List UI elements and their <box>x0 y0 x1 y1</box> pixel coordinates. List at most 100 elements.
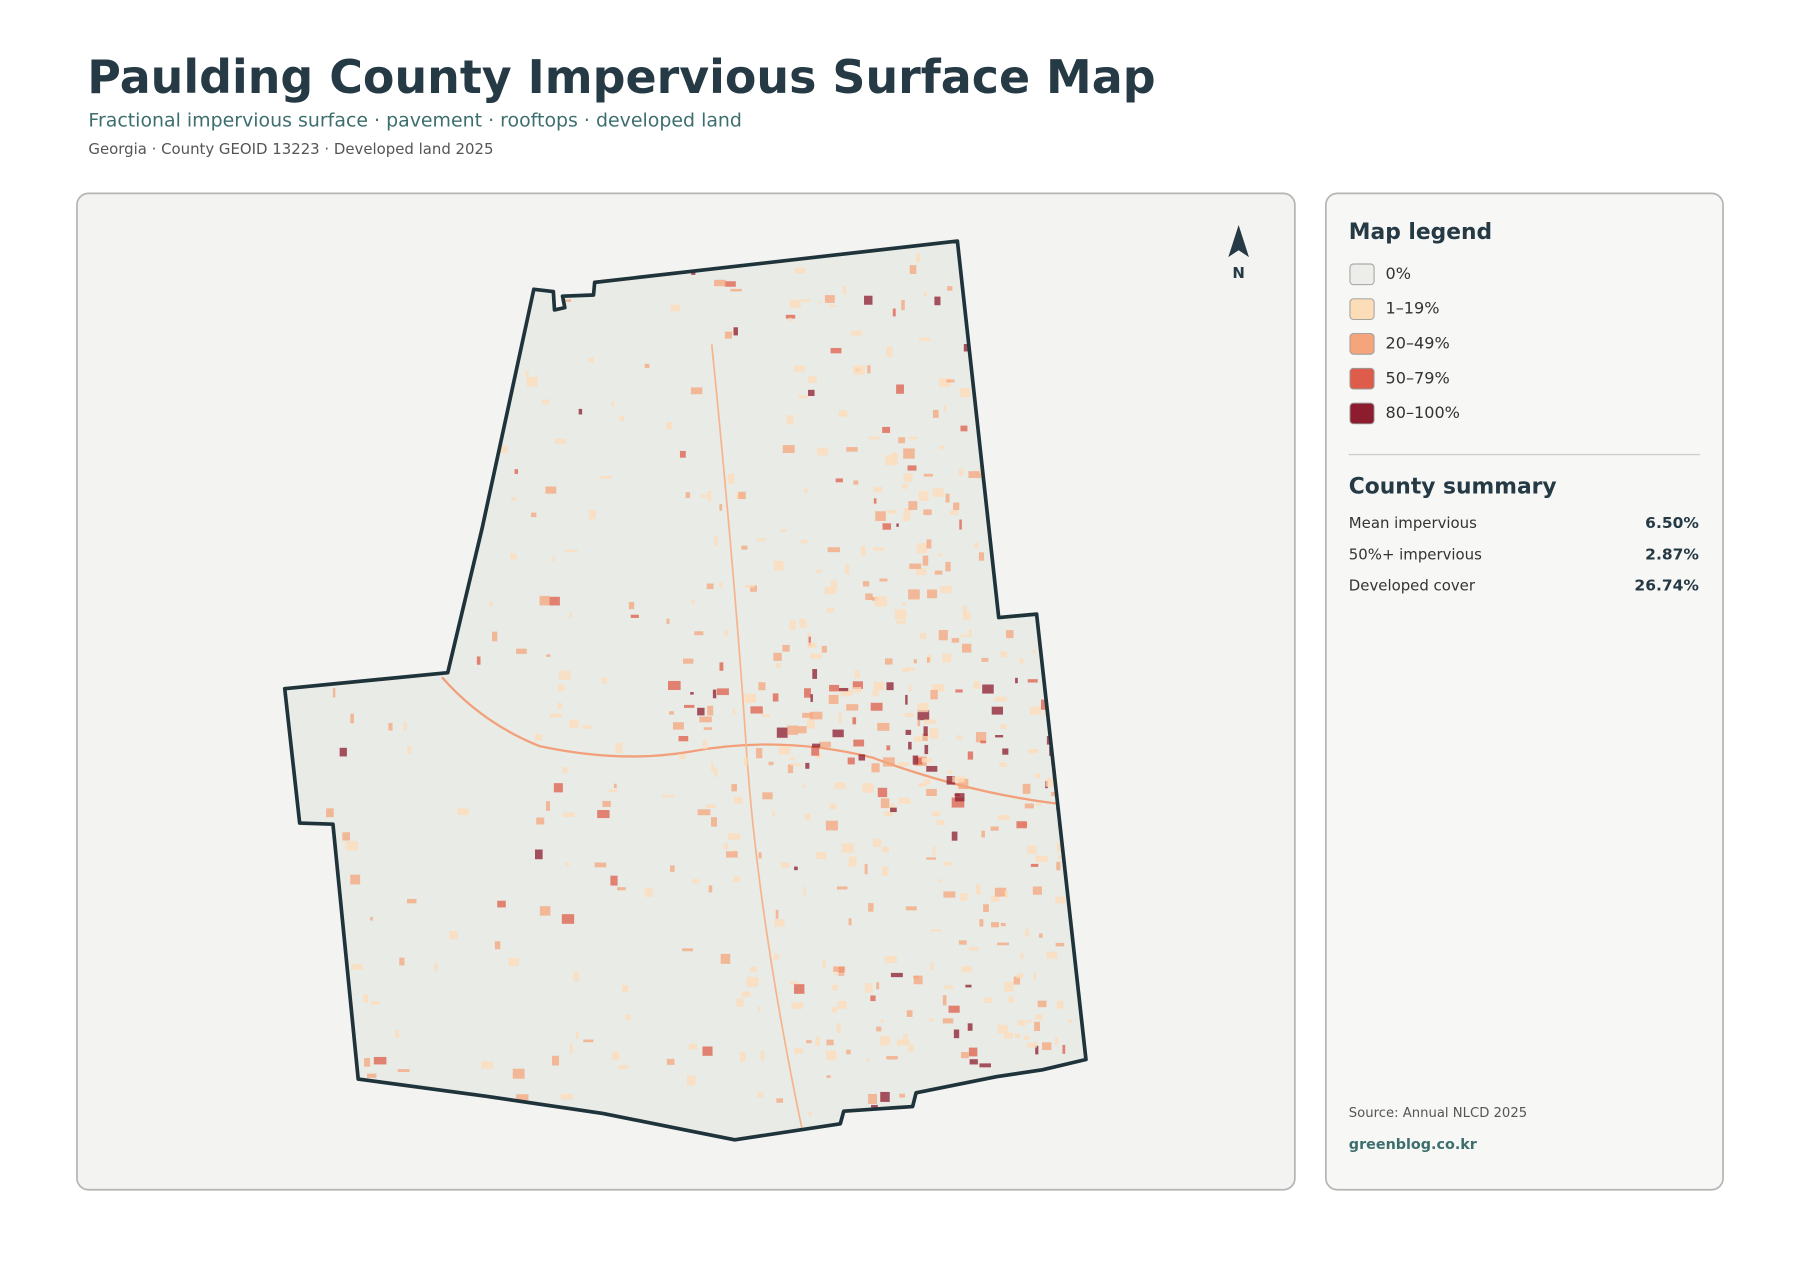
developed-patch <box>762 714 770 718</box>
credit: greenblog.co.kr <box>1349 1137 1478 1153</box>
developed-patch <box>559 670 571 680</box>
developed-patch <box>884 658 893 665</box>
developed-patch <box>838 410 848 417</box>
legend-swatch <box>1349 367 1375 390</box>
developed-patch <box>995 735 1004 738</box>
developed-patch <box>896 1039 910 1046</box>
summary-value: 26.74% <box>1634 577 1699 595</box>
developed-patch <box>808 636 811 646</box>
developed-patch <box>890 803 895 812</box>
developed-patch <box>1028 749 1039 754</box>
developed-patch <box>622 985 629 993</box>
legend-label: 0% <box>1386 264 1411 283</box>
developed-patch <box>785 314 796 319</box>
developed-patch <box>810 653 823 659</box>
developed-patch <box>758 852 762 859</box>
developed-patch <box>816 852 827 860</box>
developed-patch <box>908 436 918 440</box>
developed-patch <box>908 684 912 692</box>
developed-patch <box>927 657 930 663</box>
developed-patch <box>968 1047 978 1057</box>
developed-patch <box>826 1039 834 1046</box>
developed-patch <box>1031 650 1036 653</box>
developed-patch <box>807 633 811 637</box>
developed-patch <box>1054 1037 1059 1045</box>
developed-patch <box>926 857 937 860</box>
developed-patch <box>682 948 694 952</box>
developed-patch <box>1046 951 1058 959</box>
developed-patch <box>940 586 952 594</box>
developed-patch <box>730 288 742 292</box>
developed-patch <box>848 918 852 926</box>
developed-patch <box>776 1098 784 1103</box>
developed-patch <box>741 545 748 550</box>
developed-patch <box>876 1026 882 1032</box>
developed-patch <box>1006 630 1014 639</box>
developed-patch <box>395 1029 400 1038</box>
developed-patch <box>872 838 882 847</box>
developed-patch <box>833 966 846 972</box>
developed-patch <box>969 1059 978 1065</box>
developed-patch <box>951 831 958 841</box>
developed-patch <box>762 792 773 800</box>
developed-patch <box>908 589 920 600</box>
developed-patch <box>918 491 929 501</box>
developed-patch <box>901 300 905 311</box>
developed-patch <box>965 984 972 988</box>
developed-patch <box>852 717 857 725</box>
developed-patch <box>688 1043 698 1050</box>
developed-patch <box>724 281 736 287</box>
developed-patch <box>1017 1019 1026 1026</box>
developed-patch <box>924 744 929 755</box>
developed-patch <box>545 801 551 811</box>
developed-patch <box>489 601 493 607</box>
developed-patch <box>589 509 596 520</box>
developed-patch <box>908 1044 914 1053</box>
developed-patch <box>1055 896 1066 904</box>
developed-patch <box>948 1005 960 1013</box>
subtitle: Fractional impervious surface · pavement… <box>88 109 742 131</box>
developed-patch <box>788 317 792 322</box>
developed-patch <box>569 613 573 618</box>
developed-patch <box>733 327 738 336</box>
developed-patch <box>686 1075 696 1086</box>
developed-patch <box>758 682 766 691</box>
developed-patch <box>569 719 579 729</box>
developed-patch <box>944 985 954 989</box>
developed-patch <box>364 1058 371 1067</box>
developed-patch <box>552 556 555 562</box>
developed-patch <box>679 754 686 760</box>
developed-patch <box>882 866 889 876</box>
developed-patch <box>667 680 681 691</box>
developed-patch <box>569 1043 573 1054</box>
developed-patch <box>1062 1044 1066 1054</box>
developed-patch <box>981 830 985 838</box>
developed-patch <box>979 1063 991 1068</box>
developed-patch <box>812 669 818 679</box>
developed-patch <box>803 886 806 896</box>
developed-patch <box>741 991 751 998</box>
developed-patch <box>943 891 956 898</box>
developed-patch <box>407 745 412 755</box>
developed-patch <box>776 727 788 738</box>
developed-patch <box>896 384 904 394</box>
developed-patch <box>917 757 923 765</box>
developed-patch <box>827 547 841 553</box>
developed-patch <box>975 732 987 743</box>
developed-patch <box>602 800 611 807</box>
summary-label: 50%+ impervious <box>1349 545 1482 563</box>
developed-patch <box>930 929 942 932</box>
legend-swatch <box>1349 298 1375 320</box>
developed-patch <box>734 796 743 804</box>
developed-patch <box>1020 952 1024 959</box>
developed-patch <box>707 705 714 716</box>
developed-patch <box>919 337 931 341</box>
developed-patch <box>703 727 713 730</box>
developed-patch <box>815 754 822 758</box>
developed-patch <box>991 706 1003 715</box>
developed-patch <box>917 783 927 787</box>
developed-patch <box>780 529 787 533</box>
developed-patch <box>697 707 705 716</box>
legend-swatch <box>1349 333 1375 355</box>
developed-patch <box>917 703 929 713</box>
